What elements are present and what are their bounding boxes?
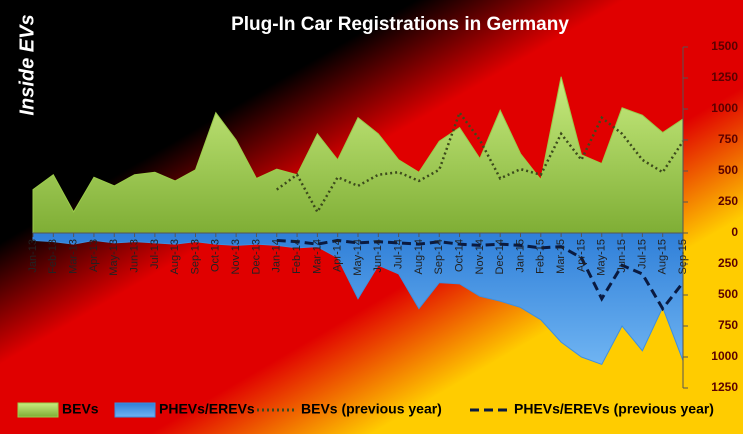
y-tick-label: 750 — [718, 318, 738, 332]
x-tick-label: Mar-13 — [68, 239, 80, 274]
x-tick-label: Apr-13 — [88, 239, 100, 272]
x-tick-label: May-13 — [108, 239, 120, 276]
x-tick-label: Feb-13 — [47, 239, 59, 274]
x-tick-label: Oct-14 — [453, 239, 465, 272]
y-tick-label: 1250 — [711, 70, 738, 84]
x-tick-label: Apr-15 — [575, 239, 587, 272]
line — [276, 238, 685, 312]
chart-title: Plug-In Car Registrations in Germany — [231, 14, 569, 35]
y-tick-label: 250 — [718, 256, 738, 270]
x-tick-label: Jan-15 — [514, 239, 526, 273]
x-tick-label: Nov-13 — [230, 239, 242, 274]
line — [276, 110, 685, 215]
x-tick-label: Aug-13 — [169, 239, 181, 274]
legend-swatch — [114, 402, 156, 418]
x-tick-label: Sep-13 — [189, 239, 201, 274]
y-tick-label: 250 — [718, 194, 738, 208]
x-tick-label: Feb-14 — [291, 239, 303, 274]
area — [32, 232, 684, 366]
legend-label: BEVs (previous year) — [301, 401, 442, 417]
logo: Inside EVs — [16, 14, 38, 115]
y-tick-label: 0 — [731, 225, 738, 239]
area — [32, 76, 684, 234]
x-tick-label: May-15 — [596, 239, 608, 276]
x-tick-label: Jun-13 — [128, 239, 140, 273]
x-tick-label: May-14 — [352, 239, 364, 276]
legend-label: PHEVs/EREVs (previous year) — [514, 401, 714, 417]
x-tick-label: Dec-14 — [494, 239, 506, 274]
y-tick-label: 1250 — [711, 380, 738, 394]
x-tick-label: Jul-15 — [636, 239, 648, 269]
legend-label: PHEVs/EREVs — [159, 401, 255, 417]
legend-swatch — [17, 402, 59, 418]
x-tick-label: Mar-14 — [311, 239, 323, 274]
y-tick-label: 1000 — [711, 349, 738, 363]
x-tick-label: Mar-15 — [555, 239, 567, 274]
x-tick-label: Oct-13 — [210, 239, 222, 272]
x-tick-label: Jun-14 — [372, 239, 384, 273]
x-tick-label: Jul-14 — [393, 239, 405, 269]
x-tick-label: Sep-14 — [433, 239, 445, 274]
y-tick-label: 1500 — [711, 39, 738, 53]
x-tick-label: Aug-15 — [657, 239, 669, 274]
x-tick-label: Jan-14 — [271, 239, 283, 273]
x-tick-label: Jul-13 — [149, 239, 161, 269]
x-tick-label: Nov-14 — [474, 239, 486, 274]
y-tick-label: 500 — [718, 163, 738, 177]
legend-label: BEVs — [62, 401, 99, 417]
x-tick-label: Dec-13 — [250, 239, 262, 274]
x-tick-label: Apr-14 — [332, 239, 344, 272]
y-tick-label: 750 — [718, 132, 738, 146]
x-tick-label: Sep-15 — [677, 239, 689, 274]
x-tick-label: Feb-15 — [535, 239, 547, 274]
y-tick-label: 1000 — [711, 101, 738, 115]
x-tick-label: Aug-14 — [413, 239, 425, 274]
x-tick-label: Jan-13 — [27, 239, 39, 273]
x-tick-label: Jun-15 — [616, 239, 628, 273]
y-tick-label: 500 — [718, 287, 738, 301]
